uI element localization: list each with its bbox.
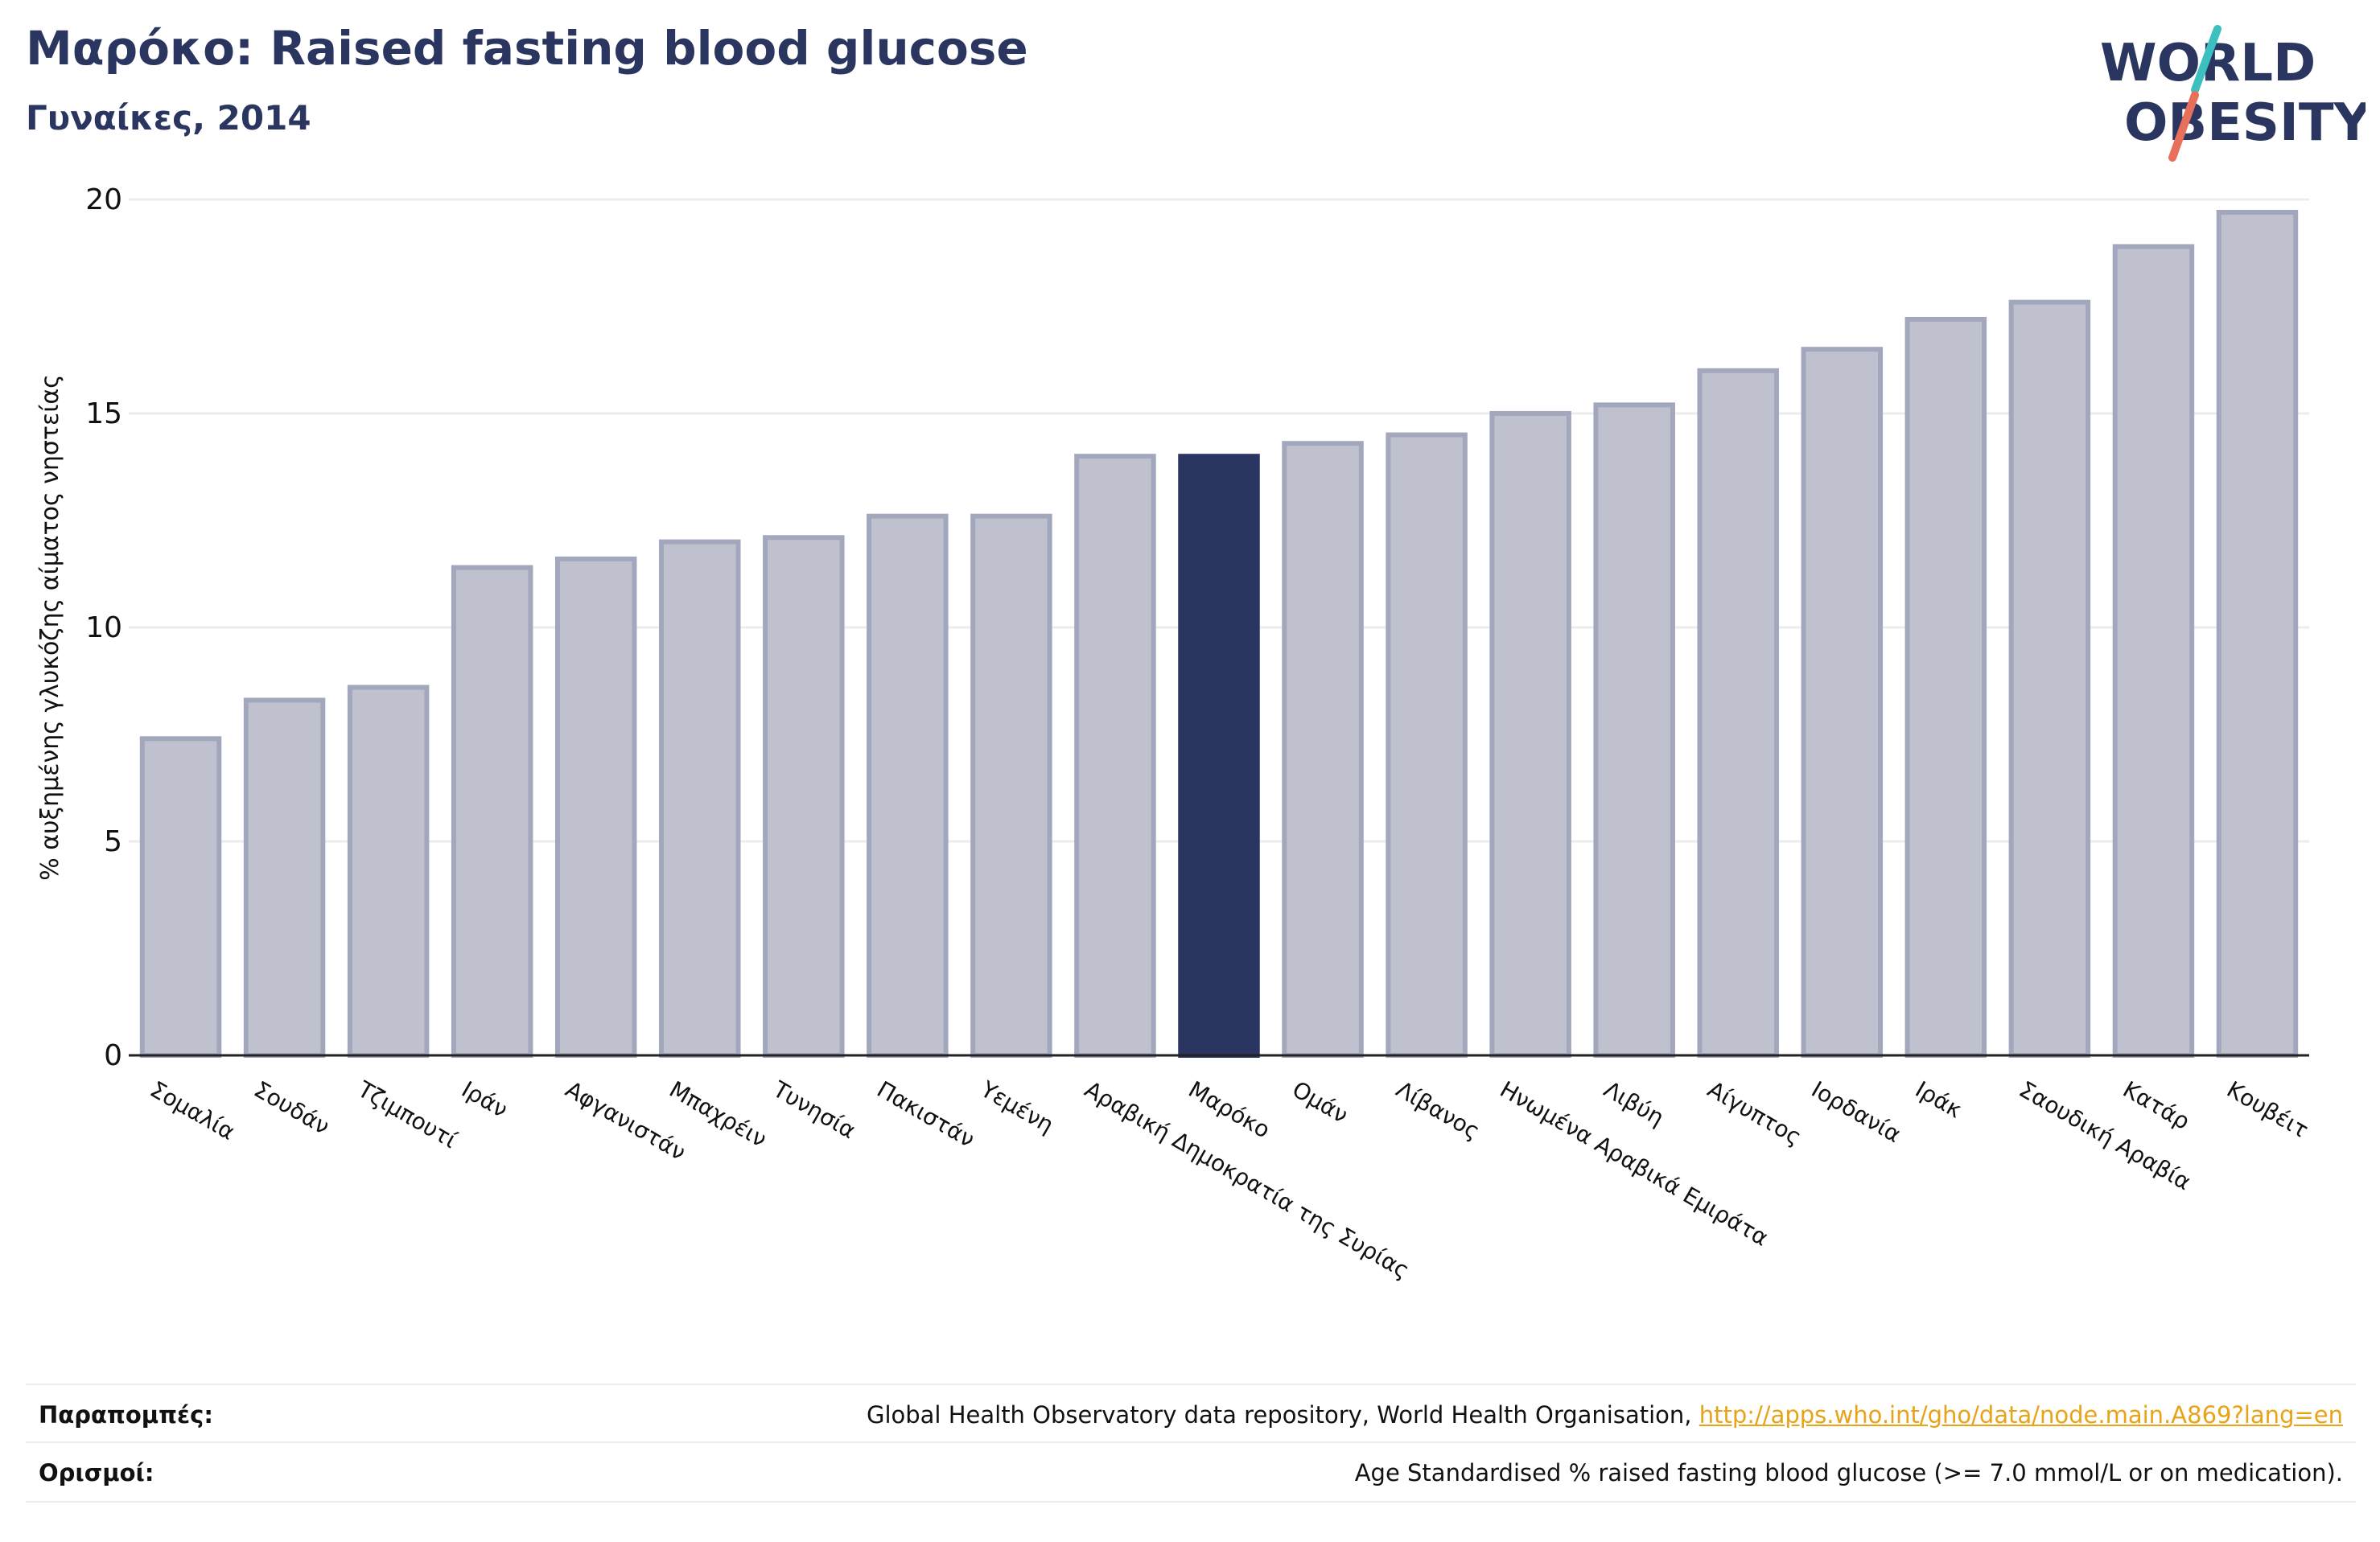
references-value: Global Health Observatory data repositor…	[867, 1401, 2343, 1429]
bar	[1074, 454, 1156, 1058]
x-tick-label: Κουβέιτ	[2222, 1075, 2313, 1143]
page-subtitle: Γυναίκες, 2014	[26, 98, 311, 138]
bar	[1489, 411, 1571, 1058]
logo-slash-top	[2191, 25, 2221, 94]
x-tick-label: Τυνησία	[768, 1075, 860, 1144]
bar	[1593, 402, 1675, 1058]
bar	[2112, 244, 2195, 1058]
bar	[763, 535, 845, 1058]
bar	[451, 565, 533, 1058]
x-tick-label: Τζιμπουτί	[352, 1075, 462, 1153]
bar	[2216, 209, 2299, 1059]
y-axis-label: % αυξημένης γλυκόζης αίματος νηστείας	[36, 374, 64, 880]
definitions-value: Age Standardised % raised fasting blood …	[1354, 1459, 2343, 1486]
bars	[139, 209, 2299, 1059]
bar	[347, 685, 430, 1058]
y-tick-label: 20	[85, 183, 122, 216]
x-tick-label: Μαρόκο	[1184, 1075, 1275, 1143]
bar	[1386, 432, 1468, 1058]
references-label: Παραπομπές:	[39, 1401, 213, 1429]
bar	[1904, 316, 1987, 1058]
bar-highlighted	[1178, 454, 1260, 1058]
x-tick-label: Σαουδική Αραβία	[2015, 1075, 2196, 1195]
x-tick-label: Ομάν	[1288, 1075, 1353, 1129]
bar	[659, 539, 741, 1058]
y-tick-labels: 0 5 10 15 20	[85, 183, 122, 1072]
bar	[1697, 368, 1779, 1058]
x-tick-label: Πακιστάν	[872, 1075, 979, 1153]
footer-definitions-row: Ορισμοί: Age Standardised % raised fasti…	[26, 1441, 2356, 1503]
x-tick-label: Λίβανος	[1392, 1075, 1484, 1145]
bar	[554, 556, 637, 1058]
references-link[interactable]: http://apps.who.int/gho/data/node.main.A…	[1699, 1401, 2343, 1429]
x-tick-label: Ιορδανία	[1807, 1075, 1905, 1148]
bar	[139, 736, 222, 1058]
x-tick-label: Σομαλία	[146, 1075, 240, 1145]
bar	[867, 513, 949, 1058]
x-tick-label: Αίγυπτος	[1703, 1075, 1806, 1150]
world-obesity-logo: WORLD OBESITY	[2100, 25, 2366, 162]
bar	[1801, 347, 1884, 1058]
bar	[243, 697, 326, 1058]
x-tick-label: Ιράν	[457, 1075, 513, 1123]
y-tick-label: 5	[104, 825, 122, 858]
x-tick-label: Λιβύη	[1600, 1075, 1669, 1131]
x-tick-label: Ιράκ	[1911, 1075, 1966, 1123]
bar	[970, 513, 1052, 1058]
bar	[2008, 299, 2091, 1058]
y-tick-label: 15	[85, 397, 122, 430]
x-tick-label: Σουδάν	[249, 1075, 334, 1140]
y-tick-label: 0	[104, 1039, 122, 1072]
page-title: Μαρόκο: Raised fasting blood glucose	[26, 21, 1028, 76]
footer-references-row: Παραπομπές: Global Health Observatory da…	[26, 1384, 2356, 1443]
logo-word-obesity: OBESITY	[2124, 93, 2366, 153]
bar	[1282, 441, 1364, 1058]
definitions-label: Ορισμοί:	[39, 1459, 154, 1486]
x-tick-label: Υεμένη	[976, 1075, 1059, 1138]
references-text: Global Health Observatory data repositor…	[866, 1401, 1692, 1429]
y-tick-label: 10	[85, 611, 122, 644]
x-tick-label: Κατάρ	[2119, 1075, 2194, 1135]
logo-slash-bottom	[2168, 91, 2199, 162]
